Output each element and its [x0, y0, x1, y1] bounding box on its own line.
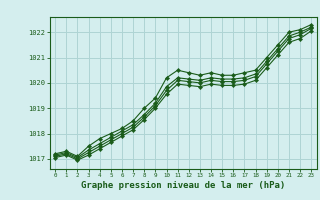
X-axis label: Graphe pression niveau de la mer (hPa): Graphe pression niveau de la mer (hPa) — [81, 181, 285, 190]
